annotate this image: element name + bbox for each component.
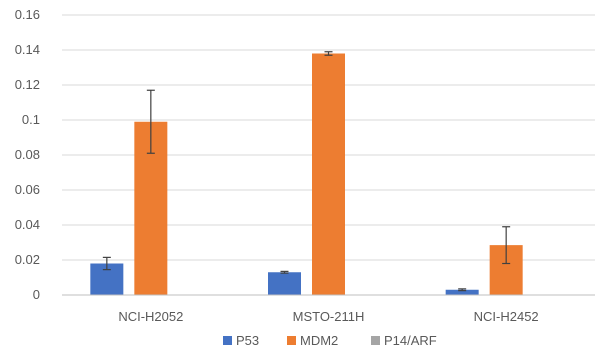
y-tick-label: 0.06 xyxy=(15,182,40,197)
y-tick-label: 0.14 xyxy=(15,42,40,57)
legend-swatch xyxy=(371,336,380,345)
bars xyxy=(90,53,523,295)
y-tick-label: 0.12 xyxy=(15,77,40,92)
legend: P53 MDM2 P14/ARF xyxy=(223,333,437,348)
legend-swatch xyxy=(287,336,296,345)
y-axis-tick-labels: 0 0.02 0.04 0.06 0.08 0.1 0.12 0.14 0.16 xyxy=(15,7,40,302)
bar-p53 xyxy=(445,289,479,295)
legend-swatch xyxy=(223,336,232,345)
legend-label: MDM2 xyxy=(300,333,338,348)
bar-mdm2 xyxy=(312,53,345,295)
legend-label: P14/ARF xyxy=(384,333,437,348)
y-tick-label: 0.08 xyxy=(15,147,40,162)
legend-label: P53 xyxy=(236,333,259,348)
category-label: NCI-H2452 xyxy=(474,309,539,324)
category-labels: NCI-H2052 MSTO-211H NCI-H2452 xyxy=(118,309,538,324)
y-tick-label: 0.16 xyxy=(15,7,40,22)
y-tick-label: 0.1 xyxy=(22,112,40,127)
error-bars xyxy=(102,51,511,292)
y-tick-label: 0.02 xyxy=(15,252,40,267)
category-label: MSTO-211H xyxy=(293,309,365,324)
y-tick-label: 0 xyxy=(33,287,40,302)
category-label: NCI-H2052 xyxy=(118,309,183,324)
bar-p53 xyxy=(268,272,301,295)
y-tick-label: 0.04 xyxy=(15,217,40,232)
